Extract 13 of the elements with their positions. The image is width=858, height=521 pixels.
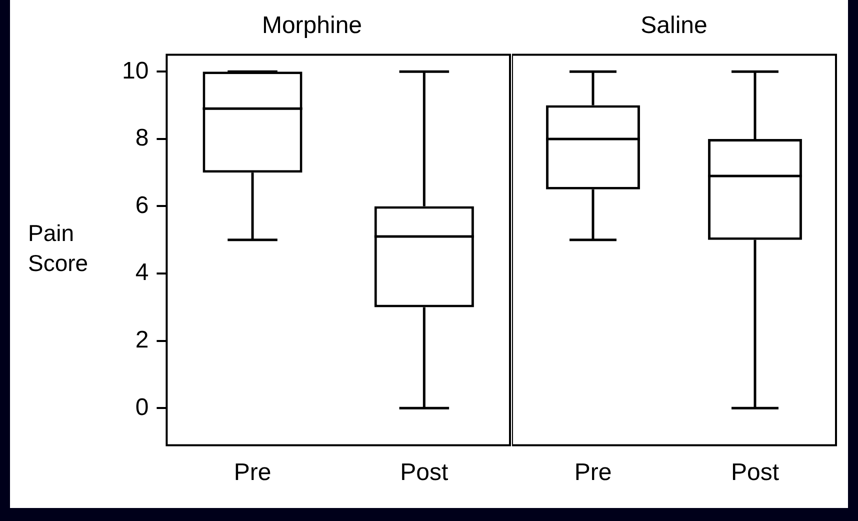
y-tick-label: 10	[122, 57, 149, 84]
x-tick-label: Post	[400, 459, 449, 486]
chart-title: Saline	[640, 12, 708, 40]
x-tick-label: Post	[730, 459, 780, 486]
chart-title: Morphine	[262, 12, 362, 40]
y-axis-title: Pain Score	[28, 219, 90, 278]
y-tick-label: 8	[135, 124, 149, 152]
y-tick-label: 0	[135, 394, 149, 421]
y-tick-label: 6	[135, 192, 149, 219]
x-tick-label: Pre	[234, 459, 272, 486]
y-tick-label: 4	[135, 259, 149, 286]
x-tick-label: Pre	[574, 459, 612, 486]
y-tick-label: 2	[135, 326, 149, 354]
